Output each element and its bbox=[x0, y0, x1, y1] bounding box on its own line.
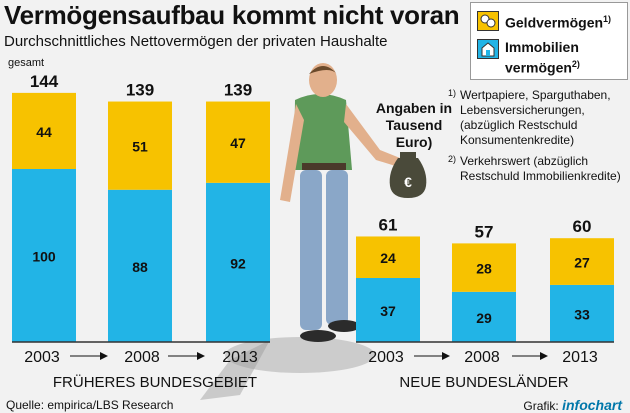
data-label-immobilien: 88 bbox=[132, 259, 148, 275]
data-label-total: 61 bbox=[379, 215, 398, 234]
footnote-1-mark: 1) bbox=[448, 88, 457, 98]
bar-immobilien bbox=[206, 182, 270, 342]
data-label-immobilien: 37 bbox=[380, 303, 396, 319]
data-label-immobilien: 29 bbox=[476, 310, 492, 326]
house-icon bbox=[477, 39, 499, 59]
data-label-immobilien: 92 bbox=[230, 255, 246, 271]
coins-icon bbox=[477, 11, 499, 31]
data-label-immobilien: 100 bbox=[32, 249, 56, 265]
data-label-geld: 51 bbox=[132, 139, 148, 155]
total-label: gesamt bbox=[8, 57, 44, 69]
data-label-geld: 47 bbox=[230, 135, 246, 151]
person-illustration bbox=[200, 63, 405, 400]
footnotes: 1) Wertpapiere, Sparguthaben, Lebensvers… bbox=[448, 88, 628, 190]
footnote-2-mark: 2) bbox=[448, 154, 457, 164]
data-label-geld: 44 bbox=[36, 124, 52, 140]
money-bag-icon: € bbox=[389, 152, 427, 198]
footnote-2: 2) Verkehrswert (abzüglich Restschuld Im… bbox=[448, 154, 628, 184]
x-tick-label: 2003 bbox=[368, 349, 404, 366]
bar-immobilien bbox=[12, 169, 76, 342]
source-note: Quelle: empirica/LBS Research bbox=[6, 398, 174, 412]
bar-immobilien bbox=[108, 189, 172, 342]
data-label-geld: 28 bbox=[476, 261, 492, 277]
footnote-2-text: Verkehrswert (abzüglich Restschuld Immob… bbox=[460, 154, 621, 183]
arrow-head bbox=[197, 352, 205, 360]
x-tick-label: 2008 bbox=[124, 349, 160, 366]
data-label-total: 60 bbox=[573, 217, 592, 236]
data-label-total: 57 bbox=[475, 222, 494, 241]
arrow-head bbox=[540, 352, 548, 360]
bar-geld bbox=[452, 243, 516, 292]
svg-text:€: € bbox=[404, 174, 412, 190]
units-label: Angaben in Tausend Euro) bbox=[375, 100, 453, 150]
x-tick-label: 2013 bbox=[222, 349, 258, 366]
credit-brand: infochart bbox=[562, 397, 622, 413]
legend-label-immo: Immobilien vermögen bbox=[505, 39, 579, 76]
arrow-head bbox=[442, 352, 450, 360]
data-label-total: 144 bbox=[30, 72, 59, 91]
data-label-geld: 24 bbox=[380, 250, 396, 266]
legend-note-geld: 1) bbox=[603, 14, 612, 24]
footnote-1: 1) Wertpapiere, Sparguthaben, Lebensvers… bbox=[448, 88, 628, 148]
x-tick-label: 2013 bbox=[562, 349, 598, 366]
legend-note-immo: 2) bbox=[571, 59, 580, 69]
chart-title: Vermögensaufbau kommt nicht voran bbox=[4, 0, 460, 30]
credit: Grafik: infochart bbox=[523, 397, 622, 413]
group-label: NEUE BUNDESLÄNDER bbox=[399, 374, 568, 391]
data-label-total: 139 bbox=[224, 81, 252, 100]
credit-prefix: Grafik: bbox=[523, 399, 559, 413]
x-tick-label: 2003 bbox=[24, 349, 60, 366]
bar-geld bbox=[356, 236, 420, 278]
data-label-geld: 27 bbox=[574, 255, 590, 271]
bar-geld bbox=[550, 238, 614, 285]
legend-label-geld: Geldvermögen bbox=[505, 14, 604, 31]
bar-immobilien bbox=[550, 284, 614, 342]
legend-item-immo: Immobilien vermögen2) bbox=[477, 39, 615, 77]
bar-geld bbox=[206, 101, 270, 183]
legend-item-geld: Geldvermögen1) bbox=[477, 11, 611, 32]
data-label-total: 139 bbox=[126, 81, 154, 100]
arrow-head bbox=[100, 352, 108, 360]
group-label: FRÜHERES BUNDESGEBIET bbox=[53, 373, 257, 391]
x-tick-label: 2008 bbox=[464, 349, 500, 366]
footnote-1-text: Wertpapiere, Sparguthaben, Lebensversich… bbox=[460, 88, 611, 147]
bar-immobilien bbox=[452, 291, 516, 342]
legend: Geldvermögen1) Immobilien vermögen2) bbox=[470, 2, 628, 80]
data-label-immobilien: 33 bbox=[574, 306, 590, 322]
bar-immobilien bbox=[356, 277, 420, 342]
bar-geld bbox=[108, 101, 172, 190]
bar-geld bbox=[12, 92, 76, 169]
chart-subtitle: Durchschnittliches Nettovermögen der pri… bbox=[4, 33, 388, 50]
